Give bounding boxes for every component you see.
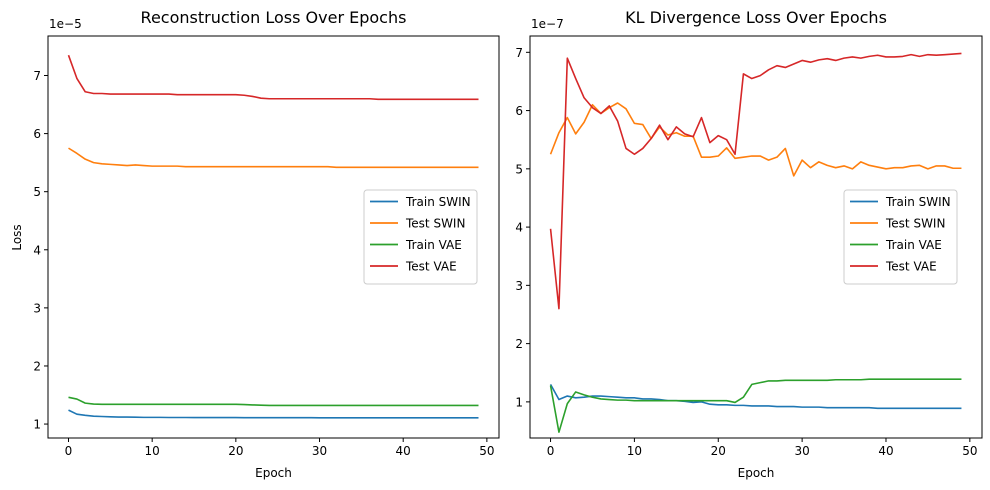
legend-label: Train VAE	[405, 238, 462, 252]
y-tick-label: 2	[515, 337, 523, 351]
axes-frame	[47, 35, 500, 439]
kl-divergence-loss-chart: KL Divergence Loss Over Epochs 1e−7 Epoc…	[515, 8, 983, 480]
legend-label: Test VAE	[405, 260, 457, 274]
x-tick-label: 30	[312, 444, 327, 458]
x-tick-label: 20	[711, 444, 726, 458]
legend-label: Test SWIN	[885, 217, 945, 231]
x-tick-label: 50	[479, 444, 494, 458]
series-line-train-vae	[68, 396, 479, 407]
x-tick-label: 50	[962, 444, 977, 458]
series-line-test-swin	[68, 147, 479, 169]
y-tick-label: 1	[515, 395, 523, 409]
legend-box	[363, 189, 478, 285]
series-line-test-swin	[549, 102, 962, 177]
x-tick-label: 10	[145, 444, 160, 458]
legend-label: Test SWIN	[405, 217, 465, 231]
x-tick-label: 0	[65, 444, 73, 458]
y-tick-label: 7	[515, 46, 523, 60]
reconstruction-loss-chart: Reconstruction Loss Over Epochs 1e−5 Epo…	[10, 8, 500, 480]
series-line-train-vae	[549, 378, 962, 433]
chart-title: KL Divergence Loss Over Epochs	[625, 8, 887, 27]
series-line-test-vae	[67, 54, 479, 101]
x-axis-label: Epoch	[255, 466, 292, 480]
x-tick-label: 10	[627, 444, 642, 458]
y-tick-label: 4	[515, 221, 523, 235]
y-tick-label: 3	[33, 301, 41, 315]
legend-label: Train SWIN	[885, 195, 951, 209]
legend-box	[843, 189, 958, 285]
y-tick-label: 5	[33, 185, 41, 199]
y-offset-text: 1e−5	[49, 17, 82, 31]
series-line-train-swin	[549, 384, 962, 410]
y-tick-label: 6	[33, 127, 41, 141]
x-tick-label: 40	[396, 444, 411, 458]
y-tick-label: 3	[515, 279, 523, 293]
legend: Train SWIN Test SWIN Train VAE Test VAE	[363, 189, 478, 285]
x-tick-label: 30	[794, 444, 809, 458]
axes-frame	[529, 35, 983, 439]
y-tick-label: 1	[33, 418, 41, 432]
y-tick-label: 5	[515, 162, 523, 176]
legend-label: Train VAE	[885, 238, 942, 252]
legend-label: Train SWIN	[405, 195, 471, 209]
series-line-test-vae	[549, 52, 962, 310]
x-tick-label: 0	[547, 444, 555, 458]
x-axis-label: Epoch	[738, 466, 775, 480]
y-tick-label: 2	[33, 359, 41, 373]
y-tick-label: 6	[515, 104, 523, 118]
legend-label: Test VAE	[885, 260, 937, 274]
x-tick-label: 20	[228, 444, 243, 458]
x-tick-label: 40	[878, 444, 893, 458]
legend: Train SWIN Test SWIN Train VAE Test VAE	[843, 189, 958, 285]
y-tick-label: 7	[33, 69, 41, 83]
y-offset-text: 1e−7	[531, 17, 564, 31]
series-line-train-swin	[68, 409, 479, 419]
y-axis-label: Loss	[10, 224, 24, 250]
y-tick-label: 4	[33, 243, 41, 257]
chart-title: Reconstruction Loss Over Epochs	[141, 8, 407, 27]
